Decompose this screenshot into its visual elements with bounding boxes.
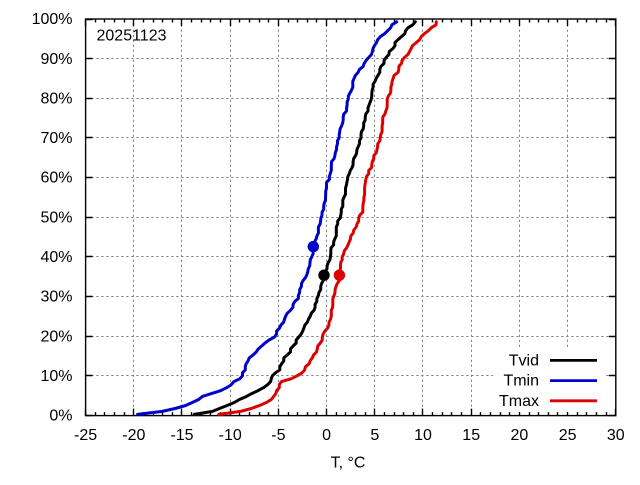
svg-text:Tmax: Tmax [499, 393, 539, 410]
svg-text:20: 20 [511, 427, 529, 444]
svg-text:-10: -10 [219, 427, 242, 444]
svg-text:10%: 10% [40, 368, 72, 385]
svg-text:80%: 80% [40, 90, 72, 107]
svg-text:25: 25 [559, 427, 577, 444]
svg-text:30: 30 [607, 427, 625, 444]
svg-text:0: 0 [322, 427, 331, 444]
svg-text:0%: 0% [49, 408, 72, 425]
svg-text:20%: 20% [40, 328, 72, 345]
svg-text:60%: 60% [40, 170, 72, 187]
svg-text:Tmin: Tmin [503, 373, 539, 390]
svg-text:70%: 70% [40, 130, 72, 147]
svg-text:T, °C: T, °C [331, 454, 366, 471]
svg-text:-15: -15 [170, 427, 193, 444]
svg-text:-20: -20 [122, 427, 145, 444]
svg-text:40%: 40% [40, 249, 72, 266]
svg-text:-5: -5 [271, 427, 285, 444]
svg-text:50%: 50% [40, 209, 72, 226]
svg-text:Tvid: Tvid [509, 353, 539, 370]
svg-text:5: 5 [370, 427, 379, 444]
svg-text:100%: 100% [32, 11, 73, 28]
svg-text:30%: 30% [40, 289, 72, 306]
svg-text:10: 10 [414, 427, 432, 444]
svg-text:-25: -25 [74, 427, 97, 444]
svg-text:20251123: 20251123 [97, 28, 167, 45]
svg-text:15: 15 [462, 427, 480, 444]
svg-text:90%: 90% [40, 51, 72, 68]
